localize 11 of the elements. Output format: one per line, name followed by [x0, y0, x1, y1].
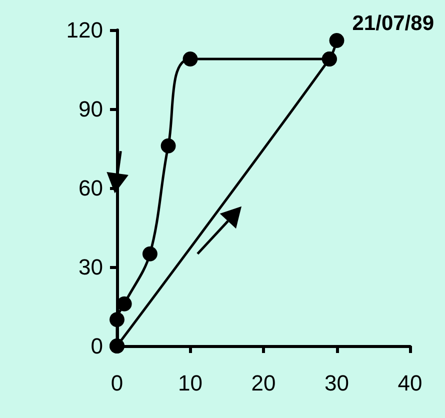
x-tick-label: 30	[324, 370, 349, 396]
x-tick-label: 40	[398, 370, 422, 396]
x-tick-label: 0	[110, 370, 124, 396]
x-tick-label: 10	[178, 370, 202, 396]
chart-title: 21/07/89	[352, 12, 434, 35]
x-tick-label: 20	[251, 370, 276, 396]
y-tick-label: 30	[78, 254, 103, 280]
y-tick-label: 120	[66, 18, 103, 42]
y-tick-label: 60	[78, 176, 103, 200]
y-tick-label: 90	[78, 96, 103, 122]
y-tick-label: 0	[90, 334, 103, 358]
